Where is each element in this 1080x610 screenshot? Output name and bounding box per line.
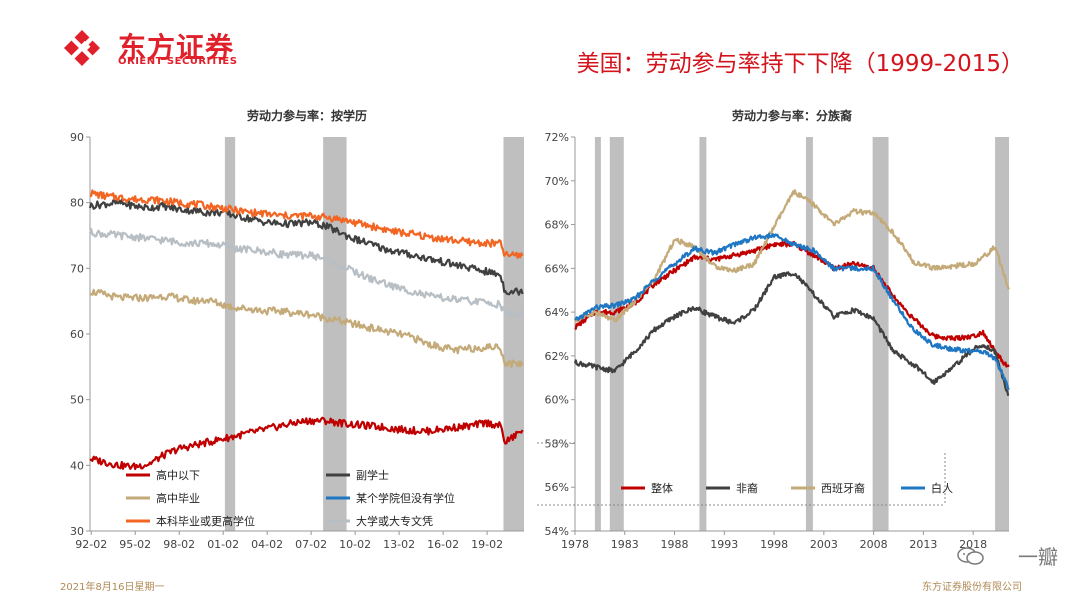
x-tick-label: 07-02 bbox=[295, 538, 327, 551]
footer-date: 2021年8月16日星期一 bbox=[60, 582, 165, 593]
x-tick-label: 92-02 bbox=[75, 538, 107, 551]
y-tick-label: 56% bbox=[545, 481, 569, 494]
y-tick-label: 66% bbox=[545, 262, 569, 275]
x-tick-label: 19-02 bbox=[471, 538, 503, 551]
recession-band bbox=[503, 137, 524, 531]
legend-label: 副学士 bbox=[356, 468, 389, 482]
recession-band bbox=[805, 137, 813, 531]
y-tick-label: 64% bbox=[545, 306, 569, 319]
recession-band bbox=[699, 137, 707, 531]
series-line-1 bbox=[573, 271, 1010, 397]
recession-band bbox=[594, 137, 601, 531]
x-tick-label: 13-02 bbox=[383, 538, 415, 551]
legend-label: 某个学院但没有学位 bbox=[356, 491, 455, 505]
brand-name-cn: 东方证券 bbox=[118, 31, 235, 64]
y-tick-label: 54% bbox=[545, 525, 569, 538]
y-tick-label: 90 bbox=[70, 131, 84, 144]
legend-label: 本科毕业或更高学位 bbox=[156, 514, 255, 528]
series-line-1 bbox=[88, 198, 524, 296]
y-tick-label: 70 bbox=[70, 262, 84, 275]
x-tick-label: 2008 bbox=[860, 538, 888, 551]
chart-title: 劳动力参与率：按学历 bbox=[247, 108, 367, 123]
legend-label: 大学或大专文凭 bbox=[356, 514, 433, 528]
x-tick-label: 01-02 bbox=[207, 538, 239, 551]
company-logo-icon bbox=[64, 30, 100, 66]
x-tick-label: 1998 bbox=[760, 538, 788, 551]
y-tick-label: 70% bbox=[545, 175, 569, 188]
recession-band bbox=[872, 137, 889, 531]
x-tick-label: 04-02 bbox=[251, 538, 283, 551]
x-tick-label: 1978 bbox=[561, 538, 589, 551]
x-tick-label: 1993 bbox=[710, 538, 738, 551]
y-tick-label: 68% bbox=[545, 219, 569, 232]
series-line-0 bbox=[89, 416, 524, 471]
recession-band bbox=[995, 137, 1009, 531]
recession-band bbox=[224, 137, 236, 531]
series-line-5 bbox=[88, 227, 524, 319]
chart-by-education: 劳动力参与率：按学历 30 40 50 60 70 80 90 92-02 95-02 98-02 0… bbox=[70, 108, 524, 551]
legend-label: 高中以下 bbox=[156, 468, 200, 482]
series-line-3 bbox=[574, 232, 1010, 391]
brand-name-en: ORIENT SECURITIES bbox=[118, 56, 238, 67]
x-tick-label: 1988 bbox=[661, 538, 689, 551]
legend-label: 整体 bbox=[651, 481, 673, 495]
chart-title: 劳动力参与率：分族裔 bbox=[732, 108, 852, 123]
footer-company: 东方证券股份有限公司 bbox=[922, 582, 1022, 593]
series-line-4 bbox=[89, 189, 524, 259]
chart-by-ethnicity: 劳动力参与率：分族裔 54% 56% 58% 60% 62% 64% 66% 68% 70% 72%… bbox=[537, 108, 1010, 551]
wechat-icon bbox=[957, 547, 984, 565]
x-tick-label: 10-02 bbox=[339, 538, 371, 551]
page-title: 美国：劳动参与率持下下降（1999-2015） bbox=[576, 51, 1024, 77]
series-line-2 bbox=[89, 288, 524, 369]
legend-label: 非裔 bbox=[736, 481, 758, 495]
y-tick-label: 60 bbox=[70, 328, 84, 341]
series-line-2 bbox=[573, 189, 1010, 323]
y-tick-label: 62% bbox=[545, 350, 569, 363]
x-tick-label: 16-02 bbox=[427, 538, 459, 551]
y-tick-label: 50 bbox=[70, 394, 84, 407]
recession-band bbox=[609, 137, 624, 531]
y-tick-label: 60% bbox=[545, 394, 569, 407]
y-tick-label: 72% bbox=[545, 131, 569, 144]
x-tick-label: 2003 bbox=[810, 538, 838, 551]
legend-label: 西班牙裔 bbox=[821, 481, 865, 495]
y-tick-label: 30 bbox=[70, 525, 84, 538]
x-tick-label: 98-02 bbox=[163, 538, 195, 551]
legend-label: 高中毕业 bbox=[156, 491, 200, 505]
watermark-text: 一瓣 bbox=[1018, 545, 1058, 569]
y-tick-label: 58% bbox=[545, 437, 569, 450]
y-tick-label: 80 bbox=[70, 197, 84, 210]
legend-label: 白人 bbox=[931, 481, 953, 495]
x-tick-label: 1983 bbox=[611, 538, 639, 551]
recession-band bbox=[323, 137, 347, 531]
x-tick-label: 95-02 bbox=[119, 538, 151, 551]
y-tick-label: 40 bbox=[70, 459, 84, 472]
x-tick-label: 2013 bbox=[909, 538, 937, 551]
